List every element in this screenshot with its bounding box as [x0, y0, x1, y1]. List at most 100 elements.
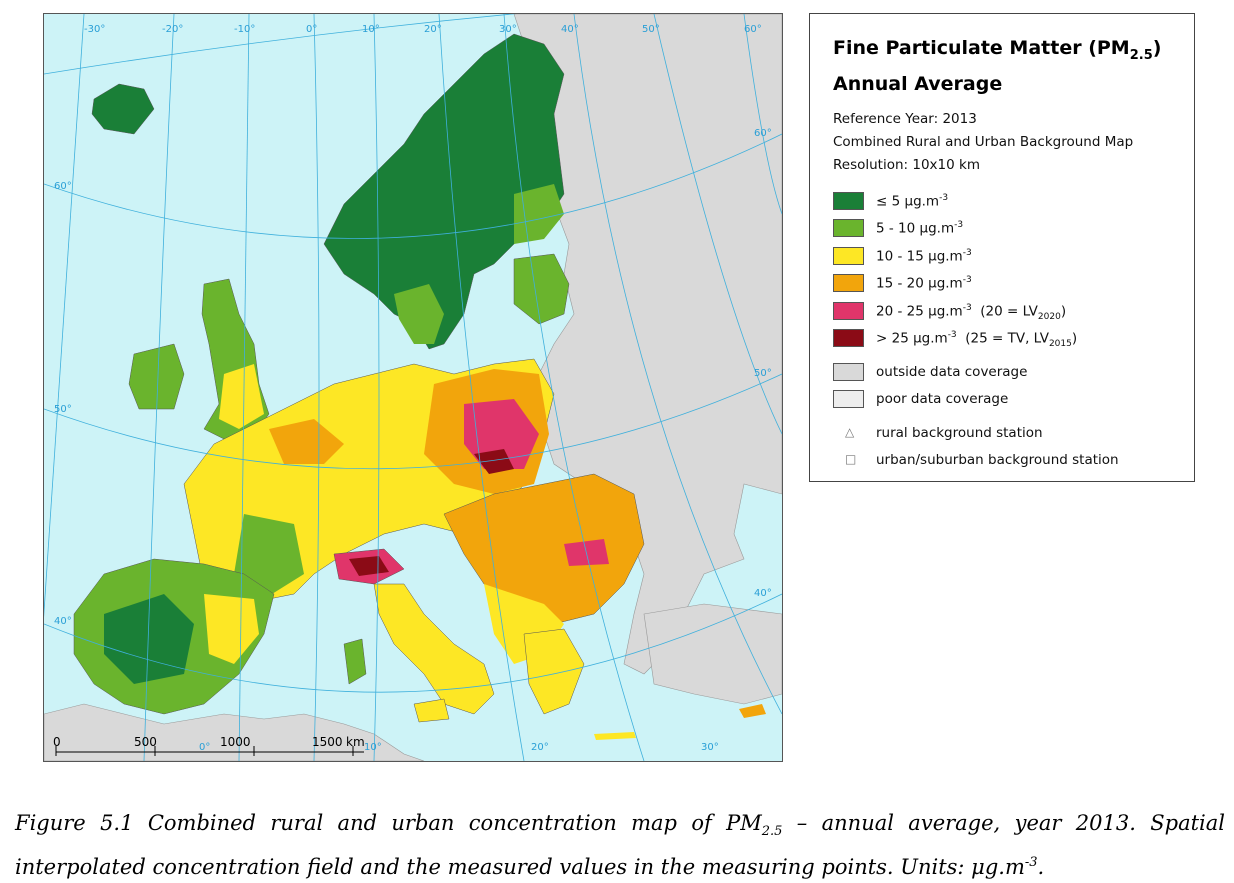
- lon-label-2: -20°: [162, 24, 183, 35]
- lon-label-10: 60°: [744, 24, 762, 35]
- outside-coverage-south: [44, 703, 425, 761]
- pm25-map: -30° -20° -10° 0° 10° 20° 30° 40° 50° 60…: [43, 13, 783, 762]
- class-6-label: > 25 μg.m: [876, 330, 948, 347]
- class-4-sup: -3: [962, 275, 972, 286]
- class-6-extra-close: ): [1071, 330, 1078, 347]
- lon-label-4: 0°: [306, 24, 317, 35]
- lon-bottom-0: 0°: [199, 742, 210, 753]
- caption-sup: -3: [1024, 855, 1038, 871]
- lon-label-1: -30°: [84, 24, 105, 35]
- silesia-darkred: [474, 449, 514, 474]
- italy: [373, 583, 495, 715]
- crete: [594, 732, 636, 740]
- class-5-sup: -3: [962, 302, 972, 313]
- lon-bottom-20: 20°: [531, 742, 549, 753]
- class-2-sup: -3: [954, 220, 964, 231]
- south-poland-red: [464, 399, 539, 469]
- lon-label-7: 30°: [499, 24, 517, 35]
- swatch-5: [833, 301, 864, 320]
- sardinia: [343, 638, 367, 685]
- legend-title: Fine Particulate Matter (PM2.5): [833, 37, 1162, 63]
- lon-label-9: 50°: [642, 24, 660, 35]
- po-valley-dark: [349, 556, 389, 576]
- outside-label: outside data coverage: [876, 363, 1028, 380]
- scale-label-1500: 1500: [312, 735, 343, 749]
- swatch-2: [833, 219, 864, 238]
- cyprus: [739, 704, 766, 718]
- lon-label-8: 40°: [561, 24, 579, 35]
- legend-class-6: > 25 μg.m-3 (25 = TV, LV2015): [833, 328, 1194, 356]
- triangle-icon: △: [845, 424, 855, 439]
- class-5-extra-close: ): [1060, 303, 1067, 320]
- iberia-yellow: [204, 594, 259, 664]
- caption-part1: Figure 5.1 Combined rural and urban conc…: [15, 811, 762, 835]
- legend-class-2: 5 - 10 μg.m-3: [833, 218, 1194, 246]
- lon-bottom-30: 30°: [701, 742, 719, 753]
- map-legend: Fine Particulate Matter (PM2.5) Annual A…: [809, 13, 1195, 482]
- class-4-label: 15 - 20 μg.m: [876, 275, 963, 292]
- class-3-sup: -3: [962, 247, 972, 258]
- class-6-extra-sub: 2015: [1048, 339, 1072, 350]
- lat-label-right-60: 60°: [754, 128, 772, 139]
- lat-label-left-60: 60°: [54, 181, 72, 192]
- lon-bottom-10: 10°: [364, 742, 382, 753]
- square-icon: □: [845, 452, 857, 467]
- benelux-orange: [269, 419, 344, 464]
- greece: [523, 628, 585, 715]
- legend-class-3: 10 - 15 μg.m-3: [833, 246, 1194, 274]
- swatch-1: [833, 191, 864, 210]
- scale-label-500: 500: [134, 735, 157, 749]
- swatch-outside: [833, 362, 864, 381]
- legend-outside: outside data coverage: [833, 362, 1194, 390]
- figure-caption: Figure 5.1 Combined rural and urban conc…: [15, 808, 1225, 883]
- swatch-6: [833, 329, 864, 348]
- norway-south: [394, 284, 444, 344]
- lon-label-3: -10°: [234, 24, 255, 35]
- reference-year: Reference Year: 2013: [833, 110, 977, 127]
- outside-coverage-turkey: [643, 603, 782, 705]
- iceland: [91, 83, 155, 135]
- class-5-extra-sub: 2020: [1037, 311, 1061, 322]
- map-type: Combined Rural and Urban Background Map: [833, 133, 1134, 150]
- resolution: Resolution: 10x10 km: [833, 156, 980, 173]
- iberia-dark: [104, 594, 194, 684]
- legend-rural: △ rural background station: [833, 423, 1194, 451]
- class-1-sup: -3: [939, 192, 949, 203]
- legend-subtitle: Annual Average: [833, 72, 1003, 95]
- rural-label: rural background station: [876, 424, 1043, 441]
- scale-label-0: 0: [53, 735, 61, 749]
- legend-classes: ≤ 5 μg.m-3 5 - 10 μg.m-3 10 - 15 μg.m-3 …: [833, 191, 1194, 478]
- sicily: [413, 698, 450, 723]
- class-6-extra: (25 = TV, LV: [965, 330, 1049, 347]
- legend-class-1: ≤ 5 μg.m-3: [833, 191, 1194, 219]
- scale-bar: 0 500 1000 1500 km: [53, 735, 365, 756]
- lat-label-left-50: 50°: [54, 404, 72, 415]
- lon-label-6: 20°: [424, 24, 442, 35]
- baltics: [513, 253, 570, 325]
- class-5-extra: (20 = LV: [980, 303, 1038, 320]
- poor-label: poor data coverage: [876, 391, 1009, 408]
- legend-class-4: 15 - 20 μg.m-3: [833, 273, 1194, 301]
- class-5-label: 20 - 25 μg.m: [876, 303, 963, 320]
- ireland: [128, 343, 185, 410]
- lat-label-right-50: 50°: [754, 368, 772, 379]
- class-2-label: 5 - 10 μg.m: [876, 220, 955, 237]
- class-3-label: 10 - 15 μg.m: [876, 248, 963, 265]
- great-britain-se: [219, 364, 264, 429]
- urban-label: urban/suburban background station: [876, 452, 1119, 469]
- caption-part2: – annual average, year 2013. Spatial int…: [15, 811, 1225, 880]
- graticule: [44, 14, 782, 761]
- lon-label-5: 10°: [362, 24, 380, 35]
- scale-label-1000: 1000: [220, 735, 251, 749]
- swatch-poor: [833, 390, 864, 409]
- caption-sub: 2.5: [761, 824, 783, 840]
- scale-label-km: km: [346, 735, 365, 749]
- lat-label-left-40: 40°: [54, 616, 72, 627]
- swatch-4: [833, 274, 864, 293]
- france-green: [234, 514, 304, 599]
- legend-class-5: 20 - 25 μg.m-3 (20 = LV2020): [833, 301, 1194, 329]
- class-6-sup: -3: [947, 330, 957, 341]
- legend-urban: □ urban/suburban background station: [833, 450, 1194, 478]
- class-1-label: ≤ 5 μg.m: [876, 193, 940, 210]
- caption-part3: .: [1037, 855, 1045, 880]
